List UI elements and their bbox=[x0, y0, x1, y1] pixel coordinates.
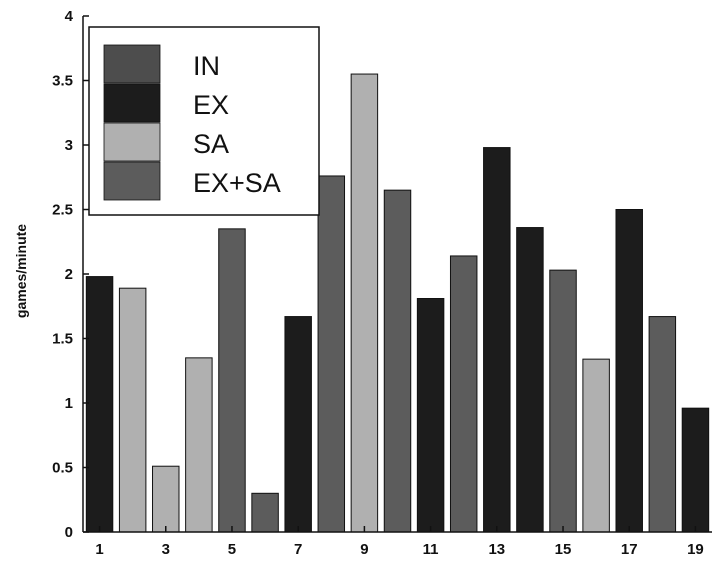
bar-18 bbox=[648, 316, 677, 533]
bar-10 bbox=[383, 189, 412, 533]
bar-5 bbox=[218, 228, 246, 533]
y-axis-label: games/minute bbox=[13, 224, 29, 318]
x-tick-label: 7 bbox=[294, 541, 302, 558]
bar-7 bbox=[284, 316, 312, 533]
bar-19 bbox=[681, 407, 710, 533]
x-tick-label: 15 bbox=[555, 541, 572, 558]
x-tick-label: 13 bbox=[488, 541, 505, 558]
y-tick-label: 2.5 bbox=[52, 202, 73, 219]
x-tick-label: 5 bbox=[228, 541, 236, 558]
bar-13 bbox=[483, 147, 511, 533]
legend-swatch-in bbox=[103, 44, 161, 84]
x-tick-label: 11 bbox=[423, 541, 439, 558]
y-tick-label: 3.5 bbox=[52, 73, 73, 90]
bar-9 bbox=[350, 73, 379, 533]
x-tick-label: 1 bbox=[95, 541, 103, 558]
legend-label: SA bbox=[193, 129, 229, 159]
y-tick-label: 3 bbox=[65, 137, 73, 154]
legend-swatch-sa bbox=[103, 122, 161, 162]
y-tick-label: 4 bbox=[65, 8, 74, 25]
y-tick-label: 1.5 bbox=[52, 331, 73, 348]
legend-label: EX+SA bbox=[193, 168, 281, 198]
bar-3 bbox=[152, 465, 180, 533]
bar-17 bbox=[615, 209, 643, 533]
x-tick-label: 3 bbox=[162, 541, 170, 558]
bar-8 bbox=[317, 175, 346, 533]
axes-layer: 00.511.522.533.541 3 5 7 9 11 13 15 17 19 bbox=[52, 8, 712, 558]
legend-swatch-ex-sa bbox=[103, 161, 161, 201]
legend: IN EX SA EX+SA bbox=[88, 26, 320, 216]
bar-6 bbox=[251, 492, 279, 533]
bar-11 bbox=[416, 298, 445, 533]
bar-4 bbox=[185, 357, 213, 533]
bar-1 bbox=[85, 276, 114, 533]
y-tick-label: 2 bbox=[65, 266, 73, 283]
x-tick-label: 9 bbox=[360, 541, 368, 558]
bars-layer bbox=[85, 73, 710, 533]
legend-label: IN bbox=[193, 51, 220, 81]
bar-14 bbox=[516, 227, 544, 533]
y-tick-label: 0.5 bbox=[52, 460, 73, 477]
bar-12 bbox=[449, 255, 478, 533]
bar-2 bbox=[118, 287, 147, 533]
y-tick-label: 0 bbox=[65, 524, 73, 541]
x-tick-label: 17 bbox=[621, 541, 638, 558]
legend-label: EX bbox=[193, 90, 229, 120]
x-tick-label: 19 bbox=[687, 541, 704, 558]
y-tick-label: 1 bbox=[65, 395, 73, 412]
bar-16 bbox=[582, 358, 610, 533]
legend-swatch-ex bbox=[103, 83, 161, 123]
bar-15 bbox=[549, 269, 577, 533]
